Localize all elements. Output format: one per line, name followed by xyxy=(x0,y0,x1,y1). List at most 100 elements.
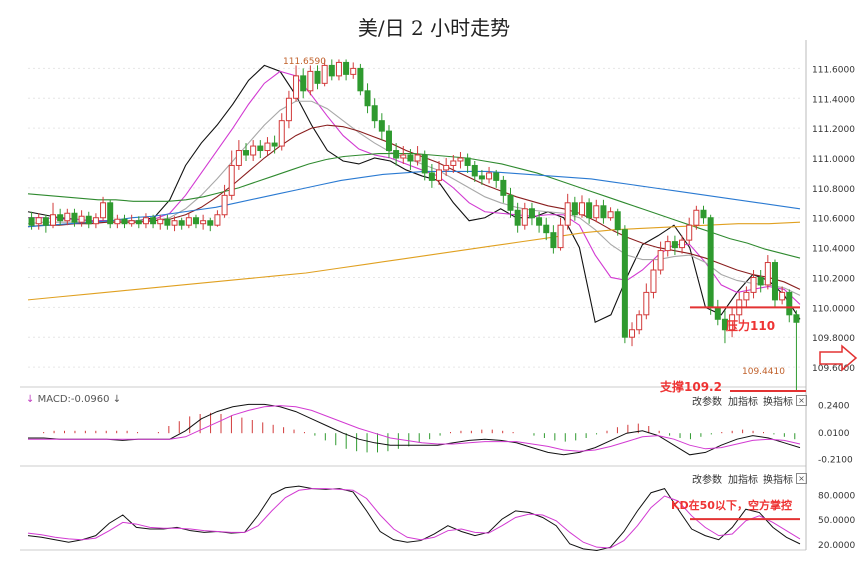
candle-body xyxy=(400,154,407,159)
price-tick-label: 110.8000 xyxy=(812,185,855,195)
candle-body xyxy=(428,172,435,181)
support-annotation: 支撑109.2 xyxy=(660,380,722,394)
candle-body xyxy=(78,215,85,223)
ma-line-ma_gray xyxy=(27,100,801,296)
candle-body xyxy=(185,217,192,226)
kd-annotation: KD在50以下，空方掌控 xyxy=(671,499,792,512)
macd-line-macd_dea xyxy=(28,405,801,452)
macd-close-icon[interactable]: × xyxy=(796,395,807,406)
macd-add-indicator-button[interactable]: 加指标 xyxy=(728,397,758,408)
candle-body xyxy=(686,224,693,241)
candle-body xyxy=(636,314,643,331)
candle-body xyxy=(64,212,71,222)
candle-body xyxy=(178,220,185,226)
candle-body xyxy=(293,75,300,99)
candle-body xyxy=(164,218,171,226)
candle-body xyxy=(757,276,764,286)
candle-body xyxy=(771,262,778,301)
candle-body xyxy=(571,202,578,216)
candle-body xyxy=(550,232,557,249)
candle-body xyxy=(500,179,507,196)
chart-title: 美/日 2 小时走势 xyxy=(357,16,511,40)
candle-body xyxy=(157,218,164,225)
candle-body xyxy=(443,164,450,171)
candle-body xyxy=(335,61,342,77)
candle-body xyxy=(586,202,593,219)
candle-body xyxy=(28,217,35,226)
macd-arrow-left-icon: ↓ xyxy=(26,394,35,405)
candle-body xyxy=(150,217,157,225)
candle-body xyxy=(371,105,378,122)
candle-body xyxy=(107,202,114,225)
macd-switch-indicator-button[interactable]: 换指标 xyxy=(763,397,793,408)
candle-body xyxy=(471,164,478,177)
candle-body xyxy=(235,150,242,166)
ma-line-ma_blue xyxy=(27,170,801,228)
candle-body xyxy=(786,291,793,316)
kd-close-icon[interactable]: × xyxy=(796,473,807,484)
candle-body xyxy=(600,205,607,219)
candle-body xyxy=(271,142,278,147)
candle-body xyxy=(607,211,614,219)
candle-body xyxy=(614,211,621,231)
candle-body xyxy=(307,70,314,92)
candle-body xyxy=(671,241,678,249)
candle-body xyxy=(221,194,228,216)
kd-switch-indicator-button[interactable]: 换指标 xyxy=(763,475,793,486)
macd-down-icon: ↓ xyxy=(112,394,122,405)
kd-edit-params-button[interactable]: 改参数 xyxy=(692,475,722,486)
candle-body xyxy=(693,209,700,226)
high-price-label: 111.6590 xyxy=(283,57,326,67)
candle-body xyxy=(464,157,471,166)
forecast-arrow-icon xyxy=(819,344,858,372)
candle-body xyxy=(593,205,600,219)
macd-label-text: MACD:-0.0960 xyxy=(37,394,110,405)
ma-line-ma_orange xyxy=(27,221,801,301)
candle-body xyxy=(643,291,650,316)
candle-body xyxy=(350,67,357,75)
candle-body xyxy=(729,314,736,331)
candle-body xyxy=(100,202,107,219)
candle-body xyxy=(750,276,757,293)
macd-tick-label: -0.2100 xyxy=(818,455,853,465)
candle-body xyxy=(328,64,335,77)
candle-body xyxy=(436,169,443,181)
low-price-label: 109.4410 xyxy=(742,367,785,377)
candle-body xyxy=(114,218,121,225)
candlesticks xyxy=(28,59,800,391)
candle-body xyxy=(679,239,686,249)
ma-line-ma_black xyxy=(27,64,801,324)
candle-body xyxy=(478,175,485,180)
candle-body xyxy=(228,164,235,196)
kd-tick-label: 50.0000 xyxy=(818,516,855,526)
moving-average-lines xyxy=(27,64,801,324)
candle-body xyxy=(707,217,714,308)
candle-body xyxy=(564,202,571,226)
candle-body xyxy=(214,214,221,226)
candle-body xyxy=(50,214,57,226)
macd-edit-params-button[interactable]: 改参数 xyxy=(692,397,722,408)
candle-body xyxy=(779,291,786,301)
candle-body xyxy=(343,61,350,75)
kd-add-indicator-button[interactable]: 加指标 xyxy=(728,475,758,486)
kd-panel xyxy=(27,485,801,551)
candle-body xyxy=(421,154,428,174)
candle-body xyxy=(57,214,64,222)
price-tick-label: 110.2000 xyxy=(812,274,855,284)
kd-line-kd_k xyxy=(27,485,801,551)
candle-body xyxy=(142,217,149,225)
candle-body xyxy=(764,262,771,286)
candle-body xyxy=(457,157,464,162)
candle-body xyxy=(714,306,721,320)
macd-line-macd_dif xyxy=(28,403,801,456)
candle-body xyxy=(521,208,528,226)
candle-body xyxy=(314,70,321,84)
candle-body xyxy=(357,67,364,92)
candle-body xyxy=(250,145,257,156)
candle-body xyxy=(92,217,99,225)
candle-body xyxy=(192,217,199,225)
candle-body xyxy=(450,160,457,166)
candle-body xyxy=(285,97,292,122)
candle-body xyxy=(128,220,135,225)
candle-body xyxy=(207,220,214,226)
